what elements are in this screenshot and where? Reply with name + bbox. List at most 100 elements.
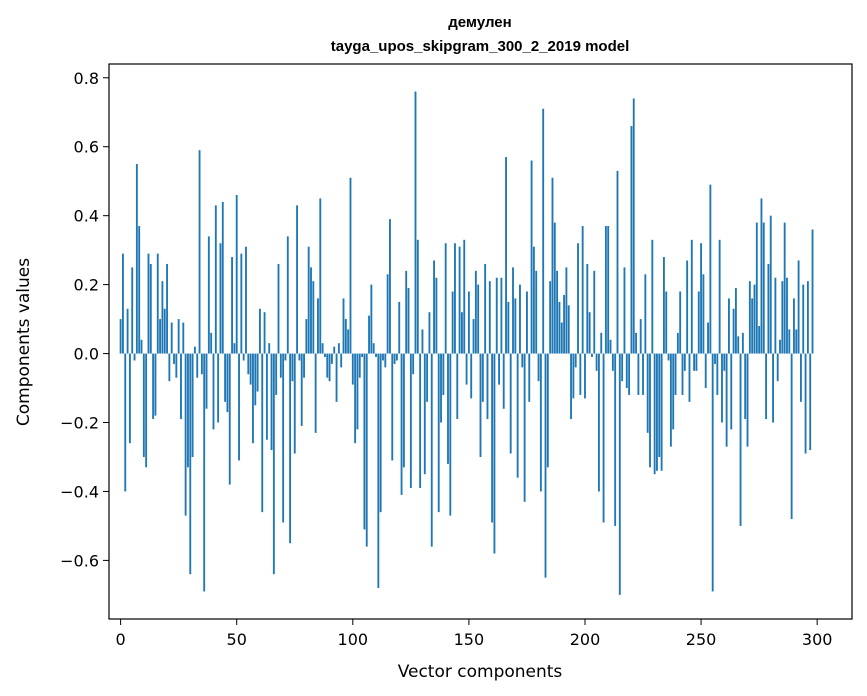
bar bbox=[163, 308, 166, 354]
bar bbox=[809, 353, 812, 451]
bar bbox=[187, 353, 189, 468]
bar bbox=[314, 353, 317, 433]
x-tick-label: 0 bbox=[116, 630, 126, 649]
bar bbox=[180, 353, 182, 420]
bar bbox=[326, 353, 329, 378]
bar bbox=[683, 353, 686, 371]
bar bbox=[607, 226, 610, 354]
bar bbox=[744, 353, 747, 420]
bar bbox=[454, 243, 456, 354]
bar bbox=[570, 353, 572, 420]
bar bbox=[505, 157, 507, 354]
bar bbox=[389, 219, 391, 354]
bar bbox=[767, 263, 770, 354]
bar bbox=[639, 319, 642, 354]
bar bbox=[618, 353, 621, 595]
bar bbox=[732, 308, 735, 354]
x-tick-label: 250 bbox=[686, 630, 717, 649]
bar bbox=[321, 343, 324, 354]
y-axis-ticks: 0.8 0.6 0.4 0.2 0.0 −0.2 −0.4 −0.6 bbox=[60, 69, 109, 570]
bar bbox=[265, 353, 268, 440]
bar bbox=[328, 353, 331, 382]
bar bbox=[704, 353, 707, 389]
bar bbox=[200, 353, 203, 375]
bar bbox=[563, 294, 566, 354]
y-tick-label: 0.6 bbox=[74, 138, 99, 157]
bar bbox=[765, 353, 768, 420]
bar bbox=[340, 353, 343, 368]
bar bbox=[291, 353, 294, 382]
bar bbox=[488, 281, 491, 354]
bar bbox=[656, 353, 658, 471]
bar bbox=[170, 322, 173, 354]
bar bbox=[781, 281, 784, 354]
bar bbox=[258, 308, 261, 354]
bar bbox=[523, 353, 526, 502]
bar bbox=[802, 284, 805, 354]
bar bbox=[793, 298, 795, 354]
bar bbox=[635, 332, 637, 354]
bar bbox=[758, 325, 761, 354]
bar bbox=[790, 353, 793, 520]
bar bbox=[516, 353, 519, 478]
bar bbox=[407, 288, 410, 354]
bar bbox=[769, 215, 772, 354]
bar bbox=[741, 332, 744, 354]
bar bbox=[270, 353, 273, 451]
bar bbox=[690, 239, 693, 354]
y-tick-label: −0.2 bbox=[60, 414, 99, 433]
bar bbox=[203, 353, 206, 592]
bar bbox=[799, 353, 802, 402]
bar bbox=[695, 353, 698, 371]
bar bbox=[565, 267, 568, 354]
bar bbox=[173, 353, 175, 364]
bar bbox=[581, 226, 584, 354]
bar bbox=[463, 239, 466, 354]
bar bbox=[588, 312, 591, 354]
bar bbox=[577, 243, 579, 354]
bar bbox=[697, 291, 700, 354]
bar bbox=[298, 353, 301, 361]
bar bbox=[804, 353, 807, 454]
bar bbox=[625, 353, 628, 389]
bar bbox=[688, 353, 691, 402]
bar bbox=[372, 343, 375, 354]
bar bbox=[233, 343, 236, 354]
bar bbox=[131, 267, 134, 354]
bar bbox=[481, 353, 484, 402]
y-axis-label: Components values bbox=[14, 258, 34, 426]
bar bbox=[349, 177, 352, 354]
bar bbox=[526, 291, 528, 354]
bar bbox=[416, 239, 419, 354]
bar bbox=[284, 353, 287, 361]
bar bbox=[707, 322, 709, 354]
bar bbox=[665, 291, 668, 354]
bar bbox=[242, 353, 245, 361]
bar bbox=[430, 353, 433, 547]
bar bbox=[324, 353, 326, 358]
bar bbox=[247, 353, 250, 375]
bar bbox=[282, 353, 285, 523]
bar bbox=[256, 353, 259, 392]
bar bbox=[502, 353, 505, 409]
bar bbox=[426, 353, 429, 402]
bar bbox=[486, 353, 489, 420]
bar bbox=[193, 346, 196, 354]
bar bbox=[637, 353, 640, 395]
bar bbox=[240, 253, 243, 354]
y-tick-label: 0.0 bbox=[74, 345, 99, 364]
bar bbox=[128, 353, 131, 444]
bar bbox=[514, 298, 517, 354]
bar bbox=[449, 353, 452, 516]
bar bbox=[586, 263, 589, 354]
bar bbox=[658, 353, 661, 457]
bar bbox=[168, 353, 171, 382]
bar bbox=[653, 353, 656, 475]
bar bbox=[140, 339, 143, 354]
bar bbox=[632, 98, 635, 354]
bar bbox=[456, 353, 459, 420]
bar bbox=[217, 353, 220, 423]
bar bbox=[166, 263, 168, 354]
bar bbox=[681, 353, 684, 395]
bar bbox=[226, 353, 229, 413]
